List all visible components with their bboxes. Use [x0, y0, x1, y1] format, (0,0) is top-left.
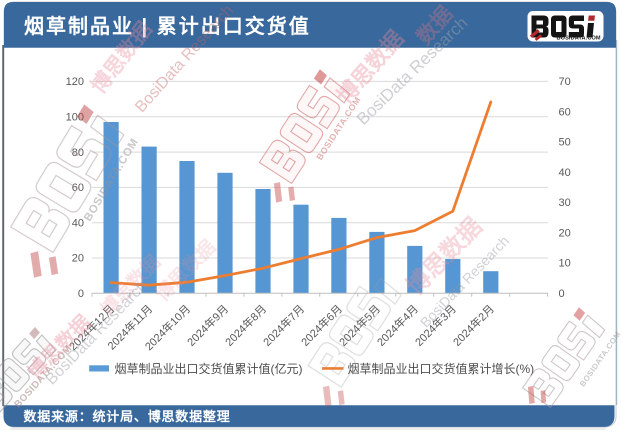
- svg-text:烟草制品业 | 累计出口交货值: 烟草制品业 | 累计出口交货值: [24, 14, 311, 38]
- svg-text:60: 60: [559, 106, 571, 118]
- svg-text:50: 50: [559, 137, 571, 149]
- svg-text:BOSIDATA.COM: BOSIDATA.COM: [557, 35, 601, 41]
- svg-text:40: 40: [72, 217, 84, 229]
- svg-text:数据来源：统计局、博思数据整理: 数据来源：统计局、博思数据整理: [24, 409, 231, 424]
- svg-text:0: 0: [78, 288, 84, 300]
- svg-text:0: 0: [559, 288, 565, 300]
- svg-text:烟草制品业出口交货值累计增长(%): 烟草制品业出口交货值累计增长(%): [348, 361, 535, 376]
- svg-text:烟草制品业出口交货值累计值(亿元): 烟草制品业出口交货值累计值(亿元): [115, 361, 303, 376]
- svg-text:20: 20: [559, 228, 571, 240]
- svg-text:30: 30: [559, 197, 571, 209]
- svg-text:70: 70: [559, 76, 571, 88]
- svg-text:40: 40: [559, 167, 571, 179]
- svg-text:120: 120: [66, 76, 84, 88]
- svg-text:20: 20: [72, 253, 84, 265]
- svg-text:10: 10: [559, 258, 571, 270]
